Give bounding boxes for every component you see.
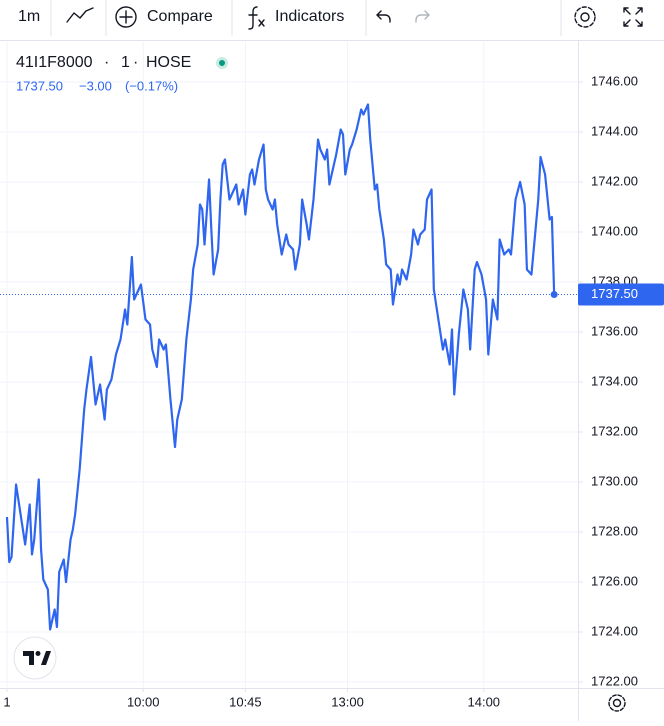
- interval-button[interactable]: 1m: [18, 8, 40, 25]
- y-tick-label: 1736.00: [591, 323, 638, 338]
- compare-icon[interactable]: [115, 6, 137, 28]
- indicators-icon[interactable]: [248, 6, 265, 30]
- x-tick-label: 10:45: [229, 694, 262, 709]
- price-line: [5, 103, 556, 631]
- y-tick-label: 1742.00: [591, 173, 638, 188]
- redo-button[interactable]: [415, 10, 430, 23]
- legend-exchange: HOSE: [146, 54, 191, 71]
- y-tick-label: 1730.00: [591, 473, 638, 488]
- x-tick-label: 14:00: [468, 694, 501, 709]
- settings-button[interactable]: [574, 6, 596, 28]
- legend-interval: 1: [121, 54, 130, 71]
- market-status[interactable]: [216, 57, 228, 69]
- y-tick-label: 1746.00: [591, 73, 638, 88]
- y-tick-label: 1722.00: [591, 673, 638, 688]
- x-tick-label: 1: [3, 694, 10, 709]
- chart-type-icon[interactable]: [66, 7, 94, 23]
- undo-button[interactable]: [376, 10, 391, 23]
- y-tick-label: 1740.00: [591, 223, 638, 238]
- indicators-button[interactable]: Indicators: [275, 8, 344, 25]
- last-price-tag: [578, 283, 664, 306]
- plot-area: [0, 42, 578, 688]
- y-tick-label: 1734.00: [591, 373, 638, 388]
- y-tick-label: 1744.00: [591, 123, 638, 138]
- y-tick-label: 1732.00: [591, 423, 638, 438]
- legend-sep: ·: [133, 54, 138, 71]
- x-tick-label: 10:00: [127, 694, 160, 709]
- legend-symbol: 41I1F8000: [16, 54, 93, 71]
- y-tick-label: 1724.00: [591, 623, 638, 638]
- legend-change-percent: (−0.17%): [125, 78, 178, 93]
- legend-sep: ·: [104, 54, 109, 71]
- y-tick-label: 1728.00: [591, 523, 638, 538]
- compare-button[interactable]: Compare: [147, 8, 213, 25]
- toolbar: 1m Compare Indicators: [0, 0, 664, 41]
- last-point: [550, 291, 558, 298]
- time-axis-settings[interactable]: [608, 694, 626, 712]
- x-tick-label: 13:00: [331, 694, 364, 709]
- y-tick-label: 1726.00: [591, 573, 638, 588]
- logo[interactable]: [13, 636, 57, 680]
- fullscreen-button[interactable]: [623, 7, 643, 27]
- legend-change: −3.00: [79, 78, 112, 93]
- legend-close: 1737.50: [16, 78, 63, 93]
- last-price-label: 1737.50: [591, 286, 638, 301]
